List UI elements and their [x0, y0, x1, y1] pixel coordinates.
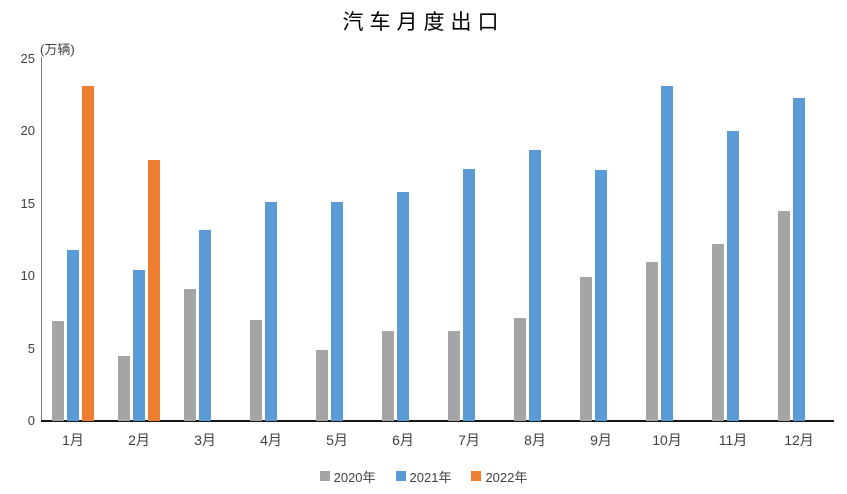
bar-2020年-7月	[448, 331, 461, 421]
legend-label-2020年: 2020年	[333, 469, 376, 485]
bar-2020年-5月	[316, 349, 329, 421]
legend-swatch-2022年	[471, 471, 482, 481]
legend-label-2021年: 2021年	[409, 469, 452, 485]
y-axis-unit-label: (万辆)	[40, 42, 75, 57]
x-tick-label-8月: 8月	[524, 432, 546, 448]
legend-item-2022年: 2022年	[471, 467, 527, 486]
y-tick-label-10: 10	[20, 268, 35, 283]
x-tick-label-5月: 5月	[326, 432, 348, 448]
bar-2021年-8月	[529, 149, 541, 421]
bar-2021年-3月	[199, 229, 211, 421]
bar-2021年-2月	[133, 270, 145, 421]
bar-2021年-7月	[463, 168, 475, 421]
x-tick-label-2月: 2月	[128, 432, 150, 448]
x-tick-label-12月: 12月	[784, 432, 814, 448]
x-tick-label-3月: 3月	[194, 432, 216, 448]
bar-2020年-8月	[514, 318, 527, 421]
y-tick-label-15: 15	[20, 195, 35, 211]
y-tick-label-5: 5	[27, 340, 35, 356]
bar-2021年-10月	[661, 86, 673, 421]
x-tick-label-4月: 4月	[260, 432, 282, 448]
x-axis-line	[41, 420, 834, 422]
bar-2022年-1月	[81, 86, 94, 421]
legend-label-2022年: 2022年	[485, 469, 528, 485]
bar-2020年-1月	[52, 320, 65, 421]
bar-2021年-12月	[793, 97, 805, 421]
bar-2020年-2月	[118, 355, 131, 421]
x-tick-label-9月: 9月	[590, 432, 612, 448]
bar-2021年-11月	[727, 131, 739, 421]
y-tick-label-25: 25	[20, 50, 35, 66]
bar-2021年-9月	[595, 170, 607, 421]
y-tick-label-0: 0	[27, 413, 35, 428]
bar-2021年-4月	[265, 202, 277, 421]
bar-2020年-12月	[778, 210, 791, 421]
x-tick-label-6月: 6月	[392, 432, 414, 448]
chart-title: 汽车月度出口	[342, 10, 505, 34]
legend-item-2020年: 2020年	[319, 467, 376, 486]
y-tick-label-20: 20	[20, 123, 35, 138]
legend-swatch-2020年	[319, 471, 330, 481]
y-axis-line	[41, 57, 42, 421]
bar-2020年-11月	[712, 244, 725, 421]
x-tick-label-7月: 7月	[458, 432, 480, 448]
bar-2021年-1月	[67, 249, 79, 421]
bar-2020年-10月	[646, 261, 659, 421]
bar-2022年-2月	[147, 160, 160, 421]
bar-2020年-3月	[184, 289, 197, 421]
legend: 2020年 2021年 2022年	[0, 466, 847, 486]
x-tick-label-1月: 1月	[62, 432, 84, 448]
legend-item-2021年: 2021年	[395, 467, 452, 486]
bar-2020年-4月	[250, 319, 263, 421]
bar-2021年-5月	[331, 202, 343, 421]
bar-2021年-6月	[397, 191, 409, 421]
legend-swatch-2021年	[395, 471, 406, 481]
bar-2020年-6月	[382, 331, 395, 421]
x-tick-label-10月: 10月	[652, 432, 682, 448]
x-tick-label-11月: 11月	[718, 432, 748, 448]
bar-2020年-9月	[580, 277, 593, 421]
